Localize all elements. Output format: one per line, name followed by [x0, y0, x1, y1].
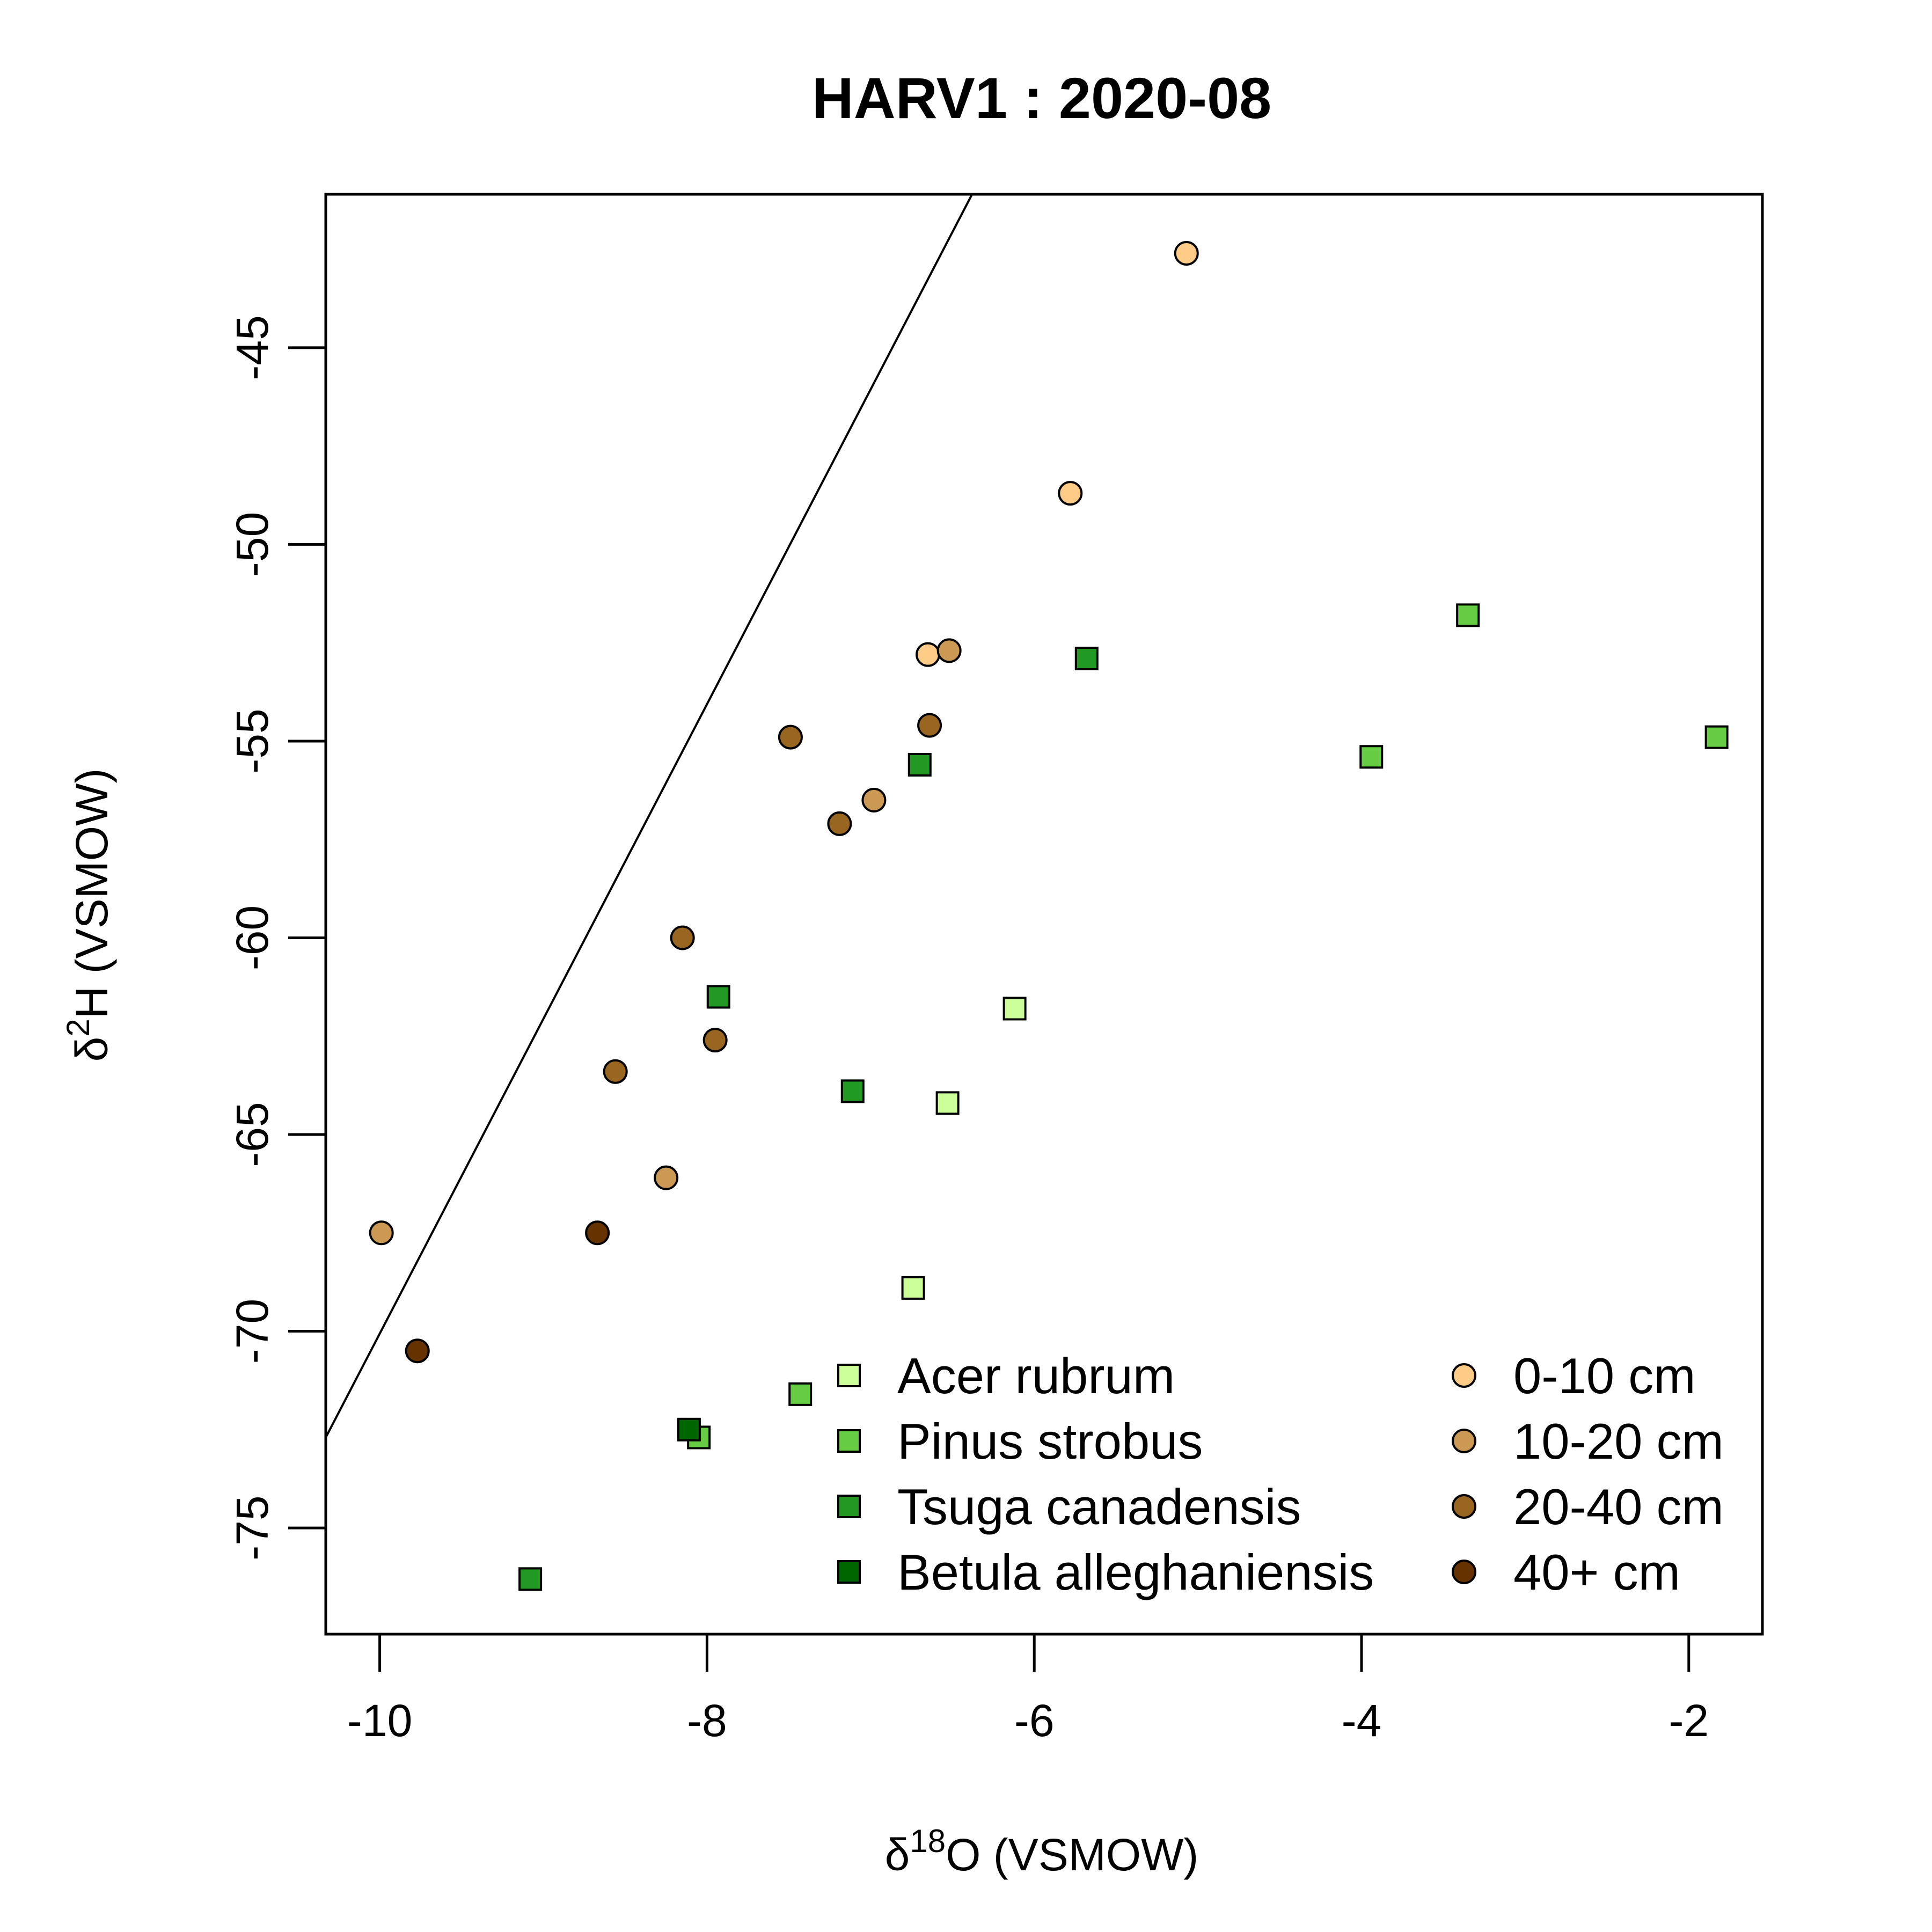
legend-swatch: [837, 1364, 861, 1387]
legend-swatch: [837, 1429, 861, 1453]
data-point: [518, 1567, 543, 1591]
legend-label: Acer rubrum: [897, 1348, 1175, 1404]
data-point: [603, 1059, 628, 1084]
data-point: [936, 638, 962, 663]
legend-label: 20-40 cm: [1513, 1479, 1724, 1535]
legend: Acer rubrum Pinus strobus Tsuga canadensis…: [837, 1348, 1724, 1600]
legend-swatch: [1452, 1363, 1476, 1388]
data-point: [788, 1382, 813, 1406]
x-tick-label: -2: [1668, 1695, 1709, 1746]
data-point: [677, 1417, 701, 1441]
legend-swatch: [837, 1560, 861, 1584]
data-point: [908, 752, 932, 777]
data-point: [917, 713, 942, 738]
data-point: [1002, 997, 1027, 1021]
data-point: [1359, 745, 1384, 769]
legend-label: Betula alleghaniensis: [897, 1544, 1374, 1600]
data-point: [706, 985, 730, 1009]
data-point: [778, 724, 803, 750]
data-point: [1058, 481, 1083, 506]
data-point: [670, 925, 695, 950]
data-point: [585, 1220, 610, 1246]
data-point: [702, 1028, 728, 1053]
y-tick-label: -65: [227, 1102, 277, 1167]
x-tick-label: -4: [1342, 1695, 1382, 1746]
x-axis-label: δ18O (VSMOW): [885, 1823, 1199, 1880]
y-axis-label: δ2H (VSMOW): [60, 769, 117, 1062]
data-point: [405, 1338, 430, 1364]
data-point: [901, 1276, 925, 1300]
data-point: [1456, 603, 1480, 627]
y-tick-label: -75: [227, 1495, 277, 1560]
y-tick-label: -55: [227, 708, 277, 773]
data-point: [840, 1079, 865, 1103]
data-point: [935, 1091, 960, 1115]
plot-area: [325, 194, 1729, 1591]
legend-label: 0-10 cm: [1513, 1348, 1696, 1404]
x-axis-ticks: -10 -8 -6 -4 -2: [347, 1634, 1709, 1746]
y-axis-label-superscript: 2: [60, 1019, 96, 1036]
x-axis-label-prefix: δ: [885, 1829, 910, 1880]
chart-title: HARV1 : 2020-08: [812, 65, 1271, 130]
y-tick-label: -60: [227, 905, 277, 970]
legend-swatch: [837, 1495, 861, 1518]
legend-swatch: [1452, 1494, 1476, 1519]
legend-swatch: [1452, 1429, 1476, 1453]
legend-swatch: [1452, 1560, 1476, 1584]
y-tick-label: -50: [227, 512, 277, 577]
reference-line: [325, 194, 974, 1438]
y-axis-label-suffix: H (VSMOW): [67, 769, 117, 1019]
y-tick-label: -45: [227, 315, 277, 380]
y-axis-label-prefix: δ: [67, 1037, 117, 1062]
data-point: [1074, 647, 1099, 671]
legend-label: Pinus strobus: [897, 1413, 1203, 1469]
legend-label: 10-20 cm: [1513, 1413, 1724, 1469]
data-point: [654, 1165, 679, 1190]
data-point: [861, 787, 887, 813]
x-tick-label: -8: [687, 1695, 727, 1746]
y-axis-ticks: -45 -50 -55 -60 -65 -70 -75: [227, 315, 326, 1561]
x-axis-label-superscript: 18: [910, 1823, 946, 1859]
data-point: [1704, 725, 1729, 749]
y-tick-label: -70: [227, 1299, 277, 1364]
data-point: [1174, 240, 1199, 266]
data-point: [916, 642, 941, 667]
data-point: [827, 811, 852, 836]
legend-label: Tsuga canadensis: [897, 1479, 1301, 1535]
data-point: [369, 1220, 394, 1246]
x-axis-label-suffix: O (VSMOW): [946, 1829, 1198, 1880]
x-tick-label: -10: [347, 1695, 412, 1746]
legend-label: 40+ cm: [1513, 1544, 1680, 1600]
x-tick-label: -6: [1014, 1695, 1055, 1746]
